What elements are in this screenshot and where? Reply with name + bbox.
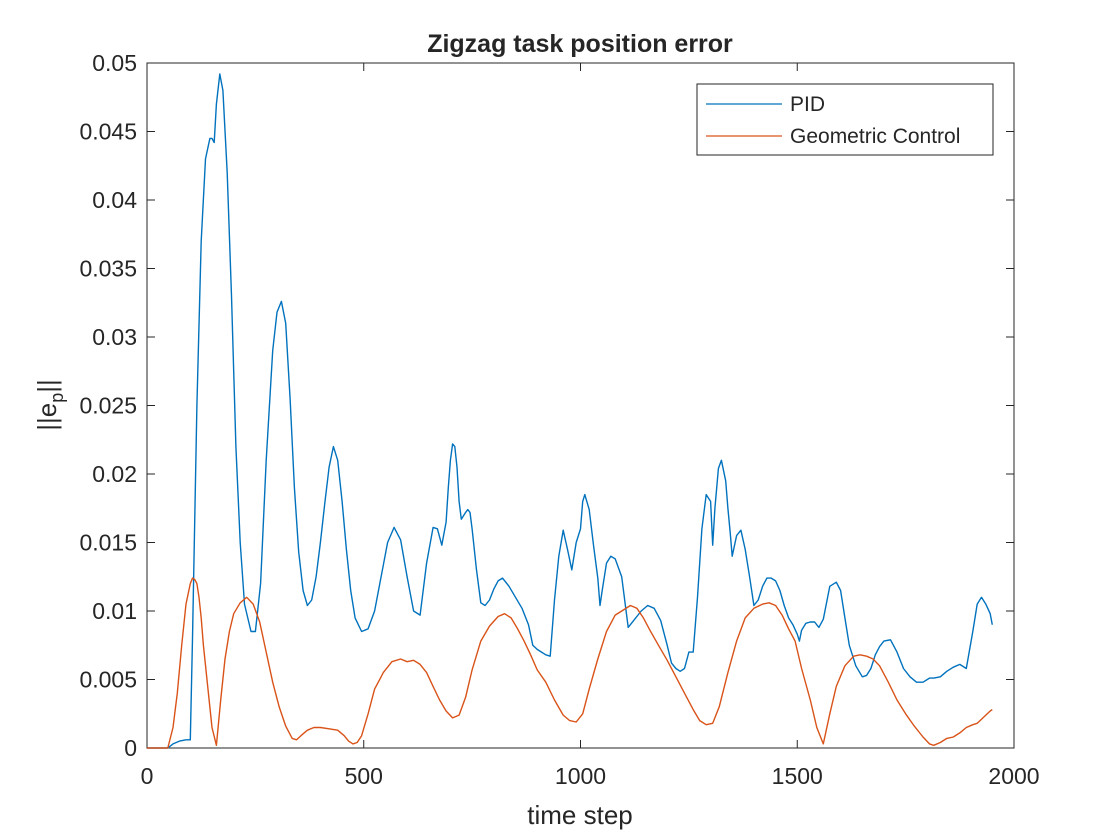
x-tick-label: 1000 xyxy=(555,763,606,789)
x-axis-label: time step xyxy=(527,800,633,830)
legend-label-pid: PID xyxy=(790,93,825,116)
y-tick-label: 0.04 xyxy=(92,187,137,213)
y-tick-label: 0.02 xyxy=(92,461,137,487)
legend-label-geometric-control: Geometric Control xyxy=(790,125,960,148)
y-axis-label-main: ||e xyxy=(32,403,62,431)
svg-text:||ep||: ||ep|| xyxy=(32,379,67,431)
y-tick-label: 0.03 xyxy=(92,324,137,350)
x-tick-label: 0 xyxy=(141,763,154,789)
y-axis-label: ||ep|| xyxy=(32,379,67,431)
y-tick-label: 0.025 xyxy=(79,393,137,419)
y-tick-label: 0 xyxy=(124,735,137,761)
y-tick-label: 0.035 xyxy=(79,256,137,282)
legend-box xyxy=(696,83,994,156)
x-tick-label: 2000 xyxy=(988,763,1039,789)
chart-title: Zigzag task position error xyxy=(427,30,733,58)
legend: PID Geometric Control xyxy=(696,83,994,156)
y-axis-label-end: || xyxy=(32,379,62,393)
y-tick-label: 0.015 xyxy=(79,530,137,556)
y-axis-ticks: 0 0.005 0.01 0.015 0.02 0.025 0.03 0.035 0.04 0.0… xyxy=(79,50,1014,761)
x-tick-label: 500 xyxy=(345,763,383,789)
x-tick-label: 1500 xyxy=(772,763,823,789)
x-axis-ticks: 0 500 1000 1500 2000 xyxy=(141,63,1040,789)
y-axis-label-subscript: p xyxy=(47,393,67,403)
series-line-pid xyxy=(147,73,993,749)
y-tick-label: 0.005 xyxy=(79,667,137,693)
y-tick-label: 0.045 xyxy=(79,119,137,145)
series-line-geometric-control xyxy=(147,577,993,749)
y-tick-label: 0.05 xyxy=(92,50,137,76)
y-tick-label: 0.01 xyxy=(92,598,137,624)
series-layer xyxy=(147,73,993,749)
plot-area xyxy=(146,62,1015,749)
